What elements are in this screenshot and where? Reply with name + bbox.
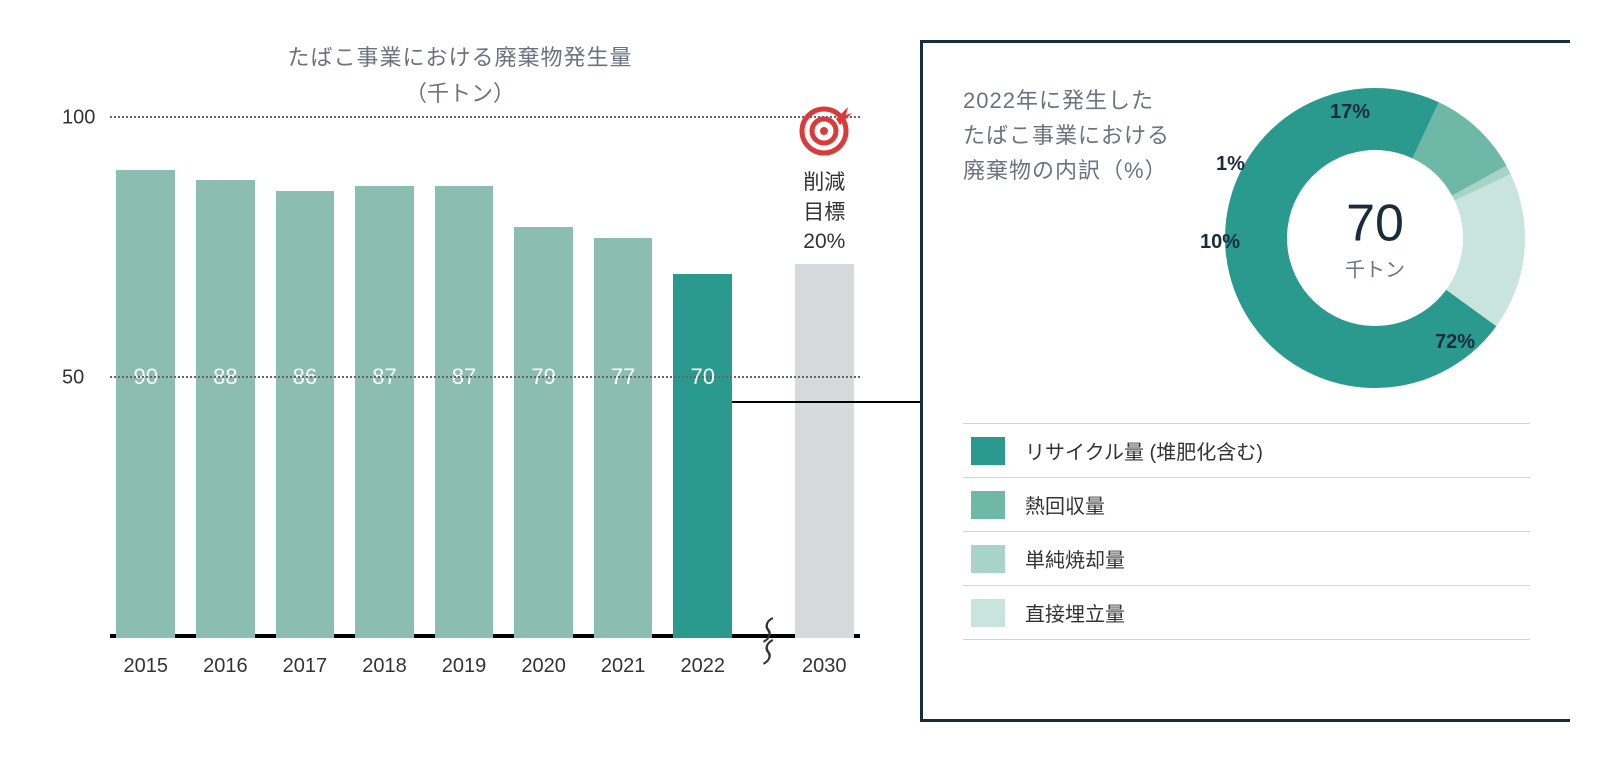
breakdown-panel: 2022年に発生した たばこ事業における 廃棄物の内訳（%） 70 千トン 72… [920,40,1570,722]
legend-swatch [971,491,1005,519]
x-axis-label: 2021 [601,655,646,678]
x-axis-label: 2020 [521,655,566,678]
bar-chart: 9020158820168620178720188720197920207720… [110,118,860,638]
donut-slice-label: 1% [1216,153,1245,176]
legend-label: リサイクル量 (堆肥化含む) [1025,436,1263,465]
donut-slice-label: 72% [1435,331,1475,354]
bar-col: 882016 [190,180,262,638]
legend-label: 単純焼却量 [1025,544,1125,573]
donut-center-value: 70 [1345,194,1405,254]
bar-col: 902015 [110,170,182,638]
legend-item: 直接埋立量 [963,586,1530,640]
bar-col: 862017 [269,191,341,638]
legend-item: 単純焼却量 [963,532,1530,586]
bar [514,227,573,638]
legend-swatch [971,545,1005,573]
donut-chart: 70 千トン 72%10%1%17% [1220,83,1530,393]
legend: リサイクル量 (堆肥化含む) 熱回収量単純焼却量直接埋立量 [963,423,1530,640]
bar-chart-panel: たばこ事業における廃棄物発生量 （千トン） 902015882016862017… [60,40,860,722]
x-axis-label: 2030 [802,655,847,678]
x-axis-label: 2016 [203,655,248,678]
bar-col: 772021 [587,238,659,638]
donut-slice-label: 10% [1200,231,1240,254]
bar [116,170,175,638]
legend-item: リサイクル量 (堆肥化含む) [963,423,1530,478]
donut-center: 70 千トン [1345,194,1405,283]
y-axis-label: 100 [62,107,95,130]
bar-col: 872018 [349,186,421,638]
legend-label: 直接埋立量 [1025,598,1125,627]
x-axis-label: 2017 [283,655,328,678]
bar-col: 792020 [508,227,580,638]
target-icon [796,101,852,157]
donut-center-unit: 千トン [1345,254,1405,283]
target-bar [795,264,854,638]
legend-swatch [971,599,1005,627]
legend-item: 熱回収量 [963,478,1530,532]
x-axis-label: 2022 [680,655,725,678]
target-percent: 20% [796,230,852,254]
x-axis-label: 2018 [362,655,407,678]
bar-col: 872019 [428,186,500,638]
connector-line [732,401,920,403]
legend-label: 熱回収量 [1025,490,1105,519]
reduction-target: 削減目標 20% [796,101,852,254]
bar-chart-title: たばこ事業における廃棄物発生量 [60,40,860,72]
bar [355,186,414,638]
legend-swatch [971,437,1005,465]
donut-slice-label: 17% [1330,101,1370,124]
bar [196,180,255,638]
gridline [110,116,860,118]
bar [276,191,335,638]
target-bar-col: 2030 [789,264,861,638]
bar-col: 702022 [667,274,739,638]
bar [594,238,653,638]
gridline [110,376,860,378]
x-axis-label: 2019 [442,655,487,678]
bar-chart-unit: （千トン） [60,76,860,108]
bar [673,274,732,638]
donut-title: 2022年に発生した たばこ事業における 廃棄物の内訳（%） [963,83,1170,393]
x-axis-label: 2015 [124,655,169,678]
bar [435,186,494,638]
break-mark-icon: 〜〜 [744,616,784,660]
y-axis-label: 50 [62,367,84,390]
target-label: 削減目標 [796,166,852,226]
